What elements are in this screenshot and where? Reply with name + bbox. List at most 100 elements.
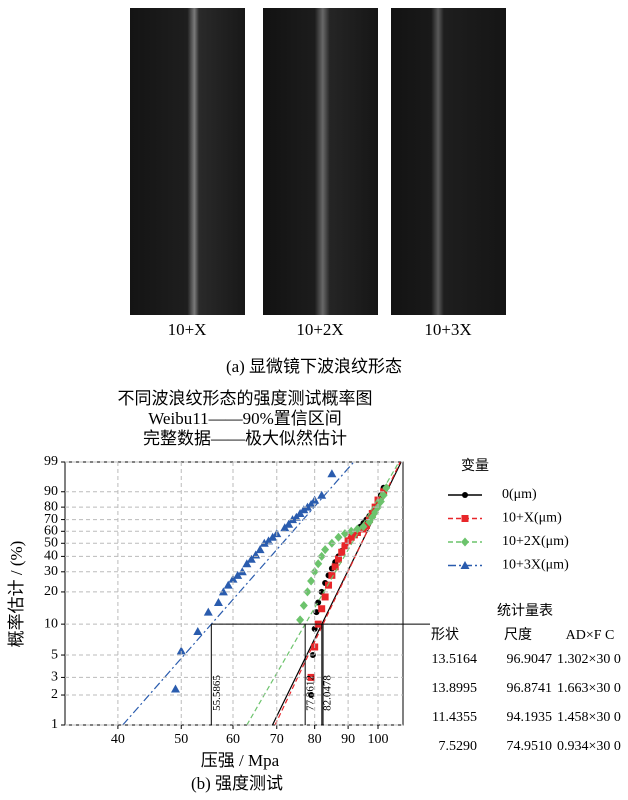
y-tick-label: 70 bbox=[44, 512, 58, 527]
x-tick-label: 60 bbox=[226, 732, 240, 747]
fit-line bbox=[122, 462, 355, 725]
point bbox=[228, 574, 238, 583]
legend-title: 变量 bbox=[461, 458, 489, 474]
legend-label: 0(μm) bbox=[502, 487, 537, 502]
point bbox=[382, 483, 391, 493]
y-tick-label: 60 bbox=[44, 524, 58, 539]
chart-title: Weibu11——90%置信区间 bbox=[148, 409, 341, 428]
point bbox=[310, 567, 319, 577]
point bbox=[303, 587, 312, 597]
panel-label: 10+X bbox=[168, 320, 207, 339]
y-tick-label: 30 bbox=[44, 564, 58, 579]
point bbox=[176, 646, 186, 655]
y-tick-label: 1 bbox=[51, 717, 58, 732]
table-title: 统计量表 bbox=[497, 603, 553, 619]
point bbox=[376, 497, 385, 507]
y-tick-label: 2 bbox=[51, 687, 58, 702]
fit-line bbox=[246, 462, 400, 725]
table-cell: 1.458×30 0 bbox=[557, 710, 621, 725]
table-cell: 13.8995 bbox=[432, 681, 478, 696]
x-tick-label: 80 bbox=[308, 732, 322, 747]
point bbox=[341, 542, 349, 550]
legend-label: 10+2X(μm) bbox=[502, 534, 569, 549]
y-tick-label: 3 bbox=[51, 670, 58, 685]
y-tick-label: 20 bbox=[44, 584, 58, 599]
table-cell: 1.663×30 0 bbox=[557, 681, 621, 696]
point bbox=[306, 499, 316, 508]
x-tick-label: 100 bbox=[368, 732, 389, 747]
x-tick-label: 90 bbox=[341, 732, 355, 747]
table-header: AD×F C bbox=[566, 628, 615, 643]
point bbox=[299, 601, 308, 611]
point bbox=[307, 576, 316, 586]
annotation: 55.5865 bbox=[211, 675, 223, 711]
point bbox=[246, 554, 256, 563]
caption: (b) 强度测试 bbox=[191, 774, 283, 793]
table-cell: 13.5164 bbox=[432, 652, 478, 667]
point bbox=[318, 605, 326, 613]
micro-image bbox=[130, 8, 245, 315]
point bbox=[331, 563, 339, 571]
point bbox=[193, 626, 203, 635]
point bbox=[325, 581, 333, 589]
legend-label: 10+X(μm) bbox=[502, 511, 562, 526]
point bbox=[314, 559, 323, 569]
table-cell: 94.1935 bbox=[507, 710, 553, 725]
point bbox=[223, 580, 233, 589]
point bbox=[338, 548, 346, 556]
point bbox=[171, 684, 181, 693]
point bbox=[317, 551, 326, 561]
micro-image bbox=[391, 8, 506, 315]
micro-image bbox=[263, 8, 378, 315]
table-cell: 11.4355 bbox=[432, 710, 477, 725]
table-cell: 74.9510 bbox=[507, 739, 553, 754]
point bbox=[284, 519, 294, 528]
chart-title: 完整数据——极大似然估计 bbox=[143, 429, 347, 448]
point bbox=[334, 532, 343, 542]
y-tick-label: 40 bbox=[44, 549, 58, 564]
point bbox=[203, 607, 213, 616]
y-tick-label: 99 bbox=[44, 454, 58, 469]
point bbox=[317, 490, 327, 499]
point bbox=[461, 515, 469, 522]
y-tick-label: 50 bbox=[44, 536, 58, 551]
legend-label: 10+3X(μm) bbox=[502, 558, 569, 573]
point bbox=[461, 537, 469, 547]
point bbox=[359, 522, 368, 532]
caption: (a) 显微镜下波浪纹形态 bbox=[226, 357, 402, 376]
plot-frame bbox=[64, 461, 404, 726]
point bbox=[327, 469, 337, 478]
point bbox=[296, 615, 305, 625]
point bbox=[255, 545, 265, 554]
table-cell: 1.302×30 0 bbox=[557, 652, 621, 667]
x-axis-label: 压强 / Mpa bbox=[201, 751, 280, 770]
annotation: 82.0478 bbox=[321, 675, 333, 711]
y-tick-label: 5 bbox=[51, 647, 58, 662]
y-tick-label: 80 bbox=[44, 499, 58, 514]
point bbox=[462, 492, 468, 498]
table-header: 尺度 bbox=[504, 627, 532, 643]
point bbox=[218, 587, 228, 596]
point bbox=[328, 571, 336, 579]
y-axis-label: 概率估计 / (%) bbox=[7, 541, 26, 648]
table-cell: 96.9047 bbox=[507, 652, 553, 667]
point bbox=[460, 561, 470, 569]
point bbox=[321, 593, 329, 601]
panel-label: 10+3X bbox=[424, 320, 471, 339]
table-header: 形状 bbox=[431, 627, 459, 643]
point bbox=[321, 545, 330, 555]
point bbox=[233, 570, 243, 579]
panel-label: 10+2X bbox=[296, 320, 343, 339]
point bbox=[213, 598, 223, 607]
point bbox=[347, 526, 356, 536]
chart-title: 不同波浪纹形态的强度测试概率图 bbox=[118, 389, 373, 408]
x-tick-label: 50 bbox=[174, 732, 188, 747]
x-tick-label: 40 bbox=[111, 732, 125, 747]
point bbox=[379, 490, 388, 500]
plot-area bbox=[122, 462, 402, 725]
table-cell: 0.934×30 0 bbox=[557, 739, 621, 754]
table-cell: 7.5290 bbox=[439, 739, 478, 754]
point bbox=[334, 555, 342, 563]
x-tick-label: 70 bbox=[270, 732, 284, 747]
